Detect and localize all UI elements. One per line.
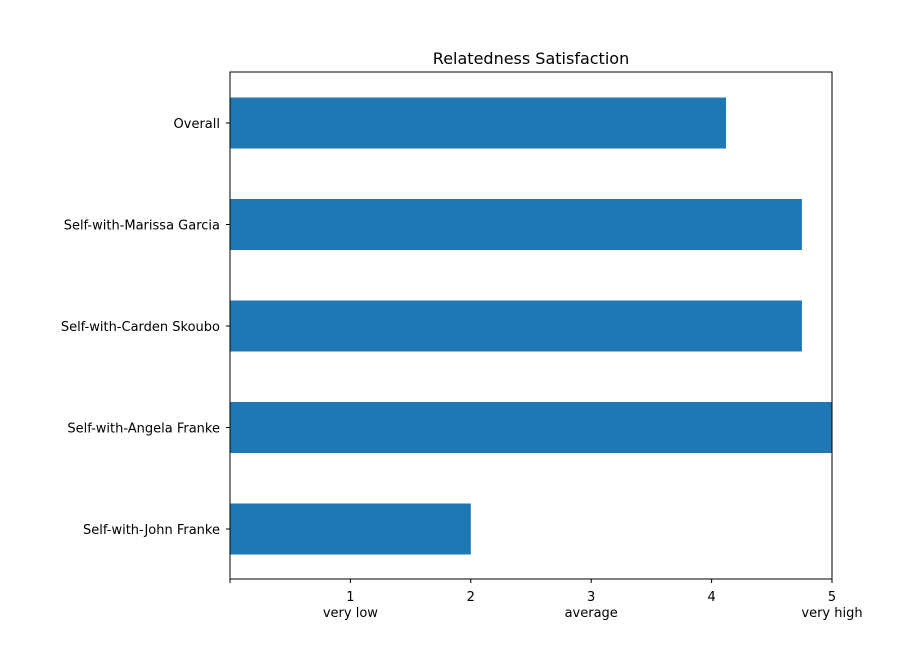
- bar: [230, 300, 802, 352]
- chart-title: Relatedness Satisfaction: [433, 49, 629, 68]
- y-tick-label: Self-with-Carden Skoubo: [61, 320, 220, 335]
- x-tick-sublabel: very low: [323, 606, 378, 621]
- bar: [230, 503, 471, 555]
- x-tick-label: 3: [587, 590, 595, 605]
- y-tick-label: Overall: [174, 117, 220, 132]
- x-tick-sublabel: average: [565, 606, 618, 621]
- x-tick-sublabel: very high: [801, 606, 862, 621]
- x-tick-label: 5: [828, 590, 836, 605]
- bar: [230, 97, 727, 149]
- axes-layer: [226, 71, 833, 583]
- plot-frame: [229, 71, 833, 580]
- x-tick-label: 2: [467, 590, 475, 605]
- x-tick-label: 4: [707, 590, 715, 605]
- y-tick-label: Self-with-John Franke: [83, 523, 220, 538]
- x-tick-label: 1: [346, 590, 354, 605]
- bar: [230, 199, 802, 250]
- y-tick-label: Self-with-Angela Franke: [67, 422, 220, 437]
- bars-layer: [230, 97, 832, 555]
- bar: [230, 402, 832, 453]
- y-tick-label: Self-with-Marissa Garcia: [64, 219, 220, 234]
- labels-layer: Overall Self-with-Marissa Garcia Self-with…: [61, 117, 863, 621]
